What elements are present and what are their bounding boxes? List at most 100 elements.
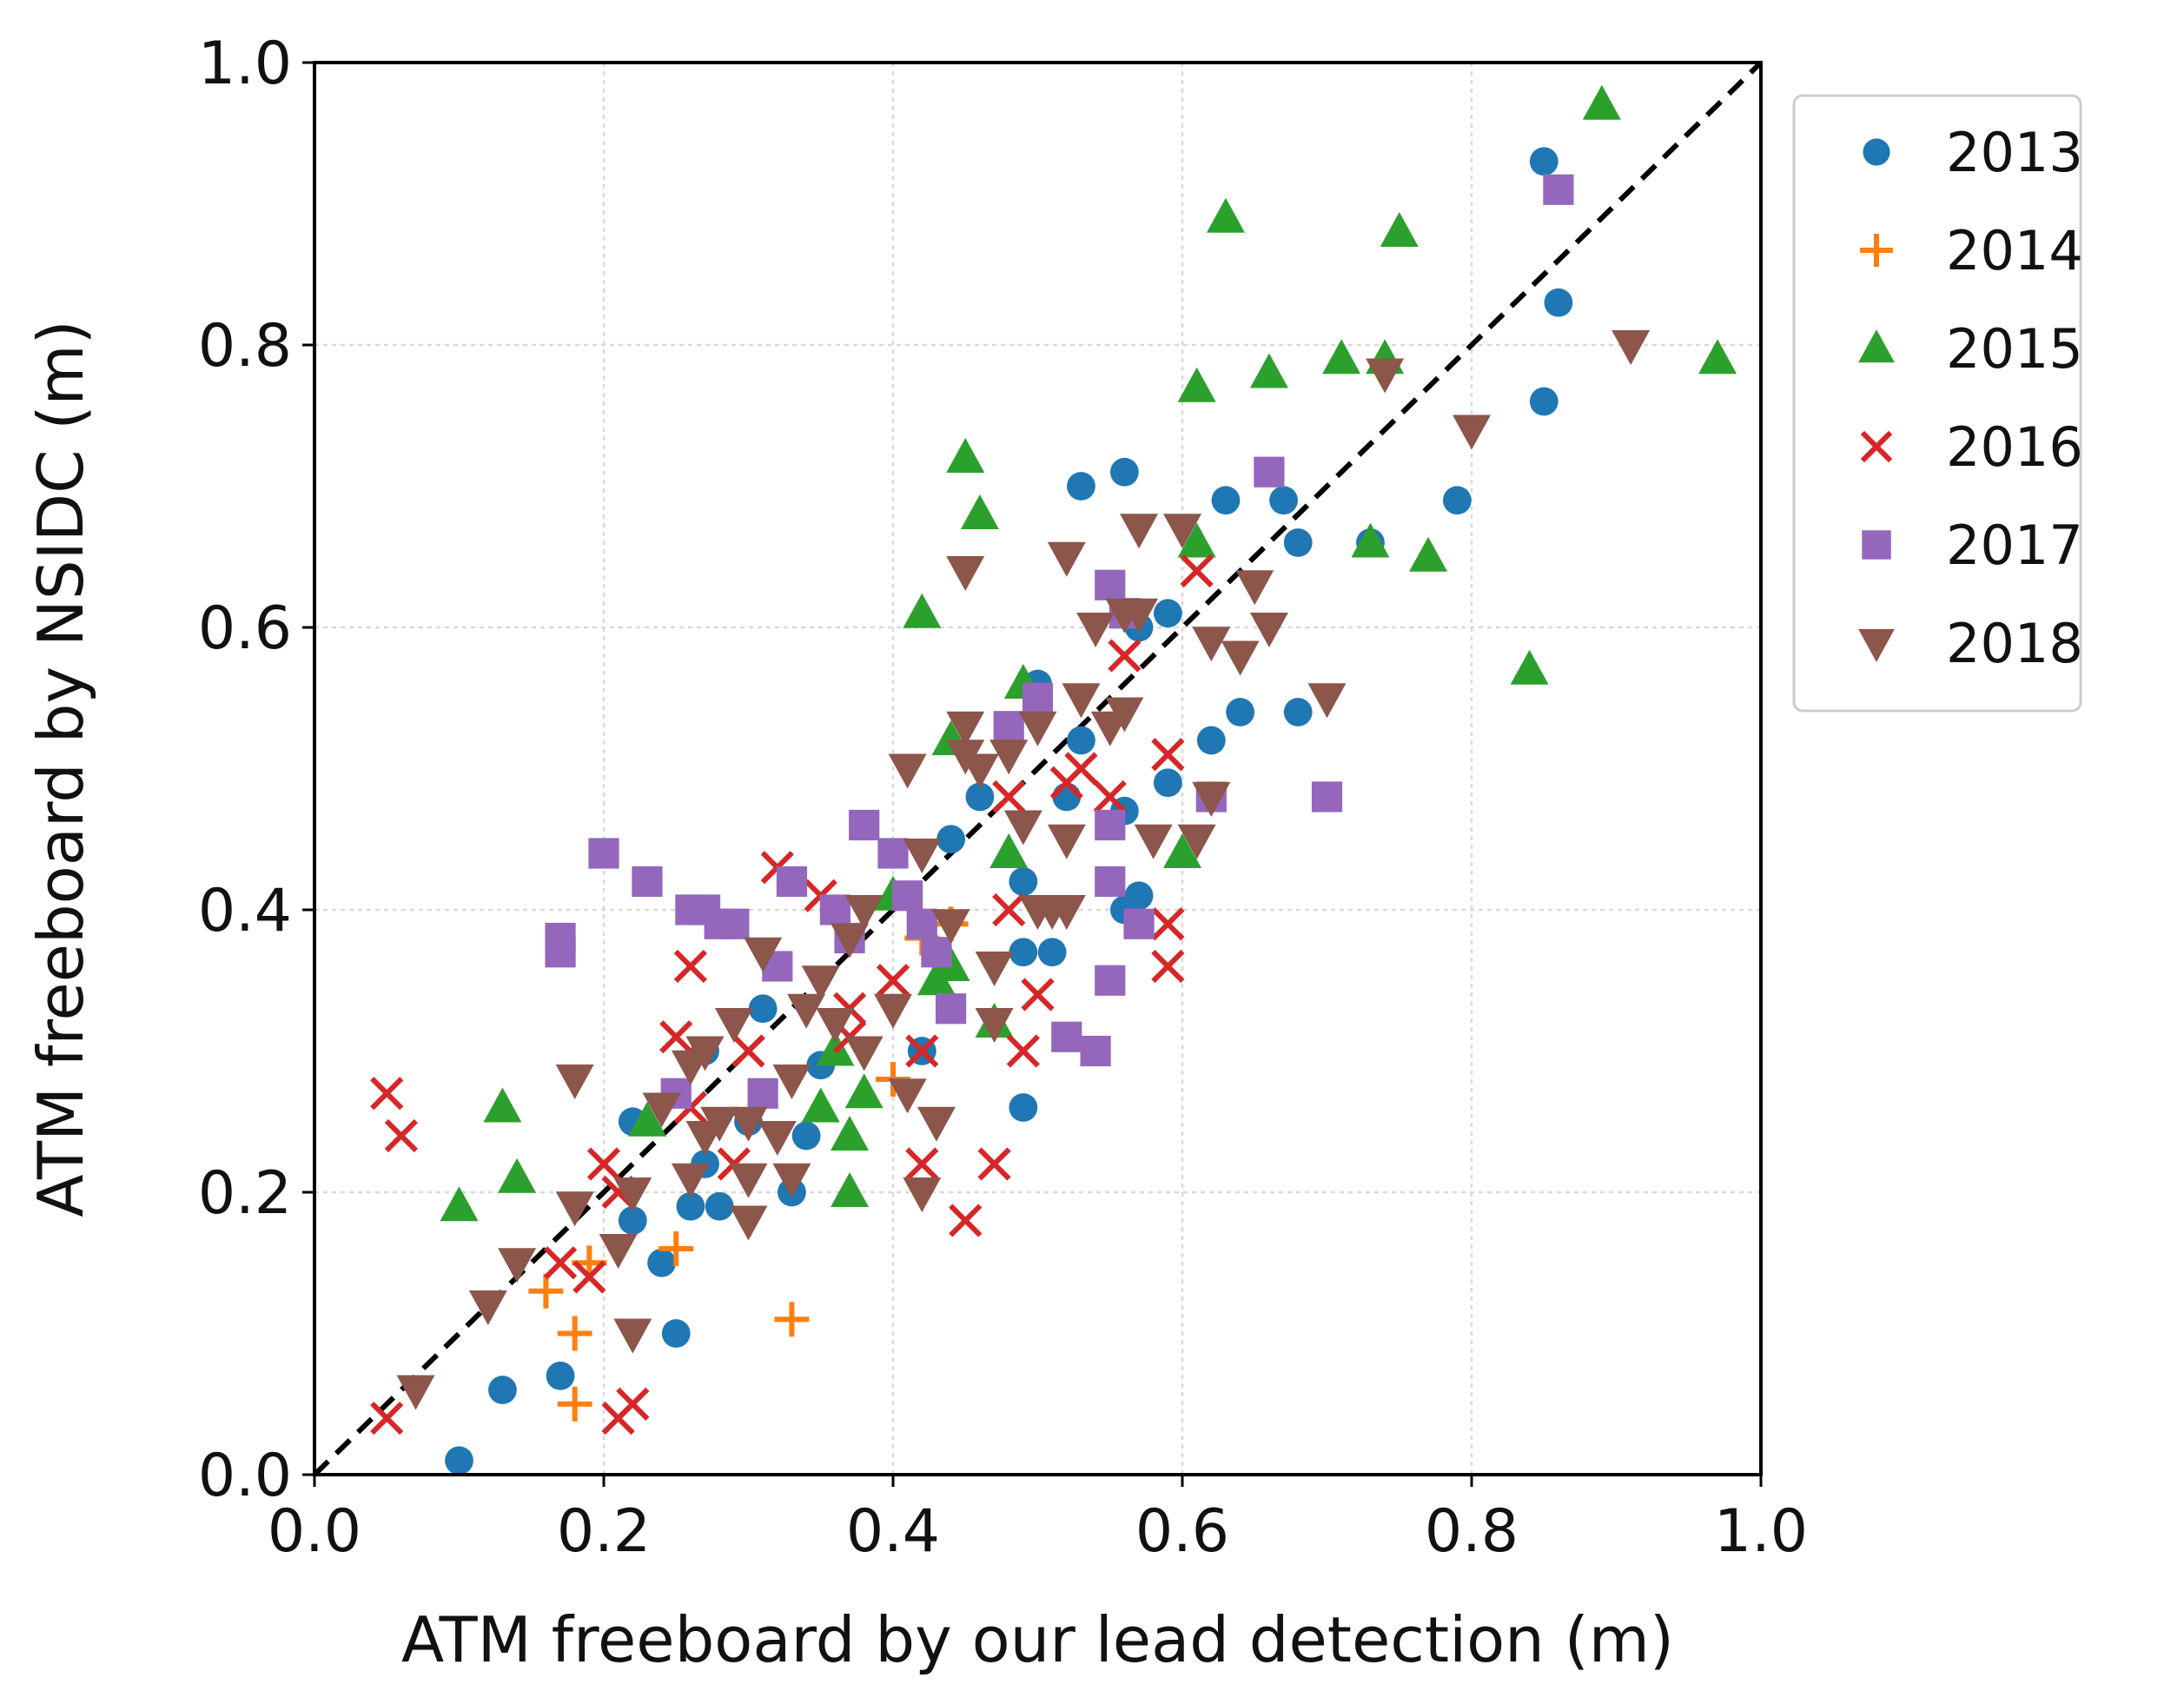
data-point-2016 [543,1246,578,1280]
data-point-2018 [642,1092,681,1128]
data-point-2018 [1120,598,1159,633]
data-point-2018 [1047,541,1086,577]
data-point-2016 [949,1204,983,1237]
data-point-2015 [1510,649,1549,685]
reference-line-group [312,60,1764,1477]
data-point-2018 [1366,358,1405,394]
data-point-2018 [613,1177,652,1212]
data-point-2017 [1311,781,1343,813]
data-point-2015 [1322,339,1361,375]
data-point-2018 [744,937,783,972]
data-point-2018 [1047,824,1086,859]
data-point-2018 [1307,683,1347,719]
data-point-2018 [1192,782,1231,817]
data-point-2016 [384,1118,419,1153]
data-point-2018 [1453,415,1491,450]
data-point-2013 [1009,938,1038,967]
data-point-2017 [936,993,967,1025]
data-point-2018 [903,839,942,873]
y-axis-label: ATM freeboard by NSIDC (m) [24,320,97,1217]
data-point-2013 [748,994,778,1024]
data-point-2016 [977,1147,1011,1181]
one-to-one-line [312,60,1764,1477]
data-point-2018 [1018,711,1057,746]
x-tick-label: 0.2 [557,1497,651,1566]
legend-marker-2018 [1858,628,1895,662]
data-point-2018 [787,993,826,1029]
data-point-2015 [960,494,999,529]
data-point-2016 [1006,1034,1040,1068]
x-tick-label: 0.6 [1135,1497,1229,1566]
data-point-2018 [1192,627,1231,662]
data-point-2015 [1177,367,1216,402]
data-point-2013 [445,1446,473,1476]
data-point-2018 [844,895,884,930]
data-point-2018 [671,1163,710,1198]
data-point-2016 [1108,639,1142,673]
data-point-2013 [1124,881,1154,911]
data-point-2017 [906,908,937,939]
data-point-2013 [1067,726,1095,755]
legend-label-2018: 2018 [1946,612,2083,675]
data-point-2014 [659,1231,694,1266]
data-point-2018 [1120,514,1159,549]
data-point-2018 [975,1008,1014,1043]
legend-marker-2014 [1860,234,1893,267]
data-point-2018 [931,909,970,945]
data-point-2018 [498,1248,537,1283]
data-point-2015 [1177,522,1216,558]
data-point-2013 [1544,288,1573,317]
data-point-2018 [555,1065,594,1099]
data-point-2013 [1052,782,1082,812]
data-point-2013 [1009,1093,1038,1122]
data-point-2018 [903,1177,942,1212]
data-point-2016 [992,779,1026,814]
data-point-2018 [613,1318,652,1354]
data-point-2017 [776,866,808,898]
y-tick-label: 0.4 [198,877,292,945]
data-point-2013 [1529,387,1559,416]
data-point-2017 [632,866,663,898]
data-point-2017 [921,937,952,968]
data-point-2013 [1269,486,1298,515]
data-point-2013 [676,1191,705,1221]
data-point-2015 [1380,212,1419,247]
data-point-2017 [545,922,576,954]
x-tick-label: 0.4 [846,1497,940,1566]
data-point-2018 [989,740,1029,775]
data-point-2016 [1093,779,1127,814]
data-point-2013 [661,1319,691,1348]
y-tick-label: 0.2 [198,1159,292,1228]
legend-label-2013: 2013 [1946,121,2083,184]
data-point-2013 [965,782,995,812]
legend-marker-2015 [1858,329,1895,363]
data-point-2013 [1196,726,1226,755]
data-point-2018 [555,1191,594,1227]
legend-label-2017: 2017 [1946,514,2083,577]
data-point-2016 [1151,907,1185,941]
data-point-2013 [618,1206,647,1235]
data-point-2013 [1226,698,1254,726]
data-point-2018 [729,1163,768,1198]
data-point-2016 [673,949,708,984]
data-point-2017 [1080,1035,1111,1067]
data-point-2018 [946,556,985,591]
data-point-2015 [946,438,985,473]
data-point-2016 [905,1147,939,1181]
data-point-2013 [1153,599,1182,628]
y-tick-label: 0.6 [198,594,292,663]
x-axis-label: ATM freeboard by our lead detection (m) [401,1603,1674,1676]
data-point-2013 [791,1121,821,1151]
series-2018 [396,330,1651,1410]
data-point-2017 [1022,682,1054,713]
legend-marker-2013 [1863,138,1890,166]
data-point-2015 [440,1186,479,1222]
data-point-2016 [905,1034,939,1068]
data-point-2017 [1051,1021,1082,1052]
y-tick-label: 0.8 [198,312,292,381]
data-point-2015 [1698,339,1737,375]
data-points [370,84,1737,1476]
axis-ticks: 0.0 0.2 0.4 0.6 0.8 1.0 0.0 0.2 0.4 0.6 0.8 1.0 [198,30,1808,1566]
data-point-2013 [1009,867,1038,896]
